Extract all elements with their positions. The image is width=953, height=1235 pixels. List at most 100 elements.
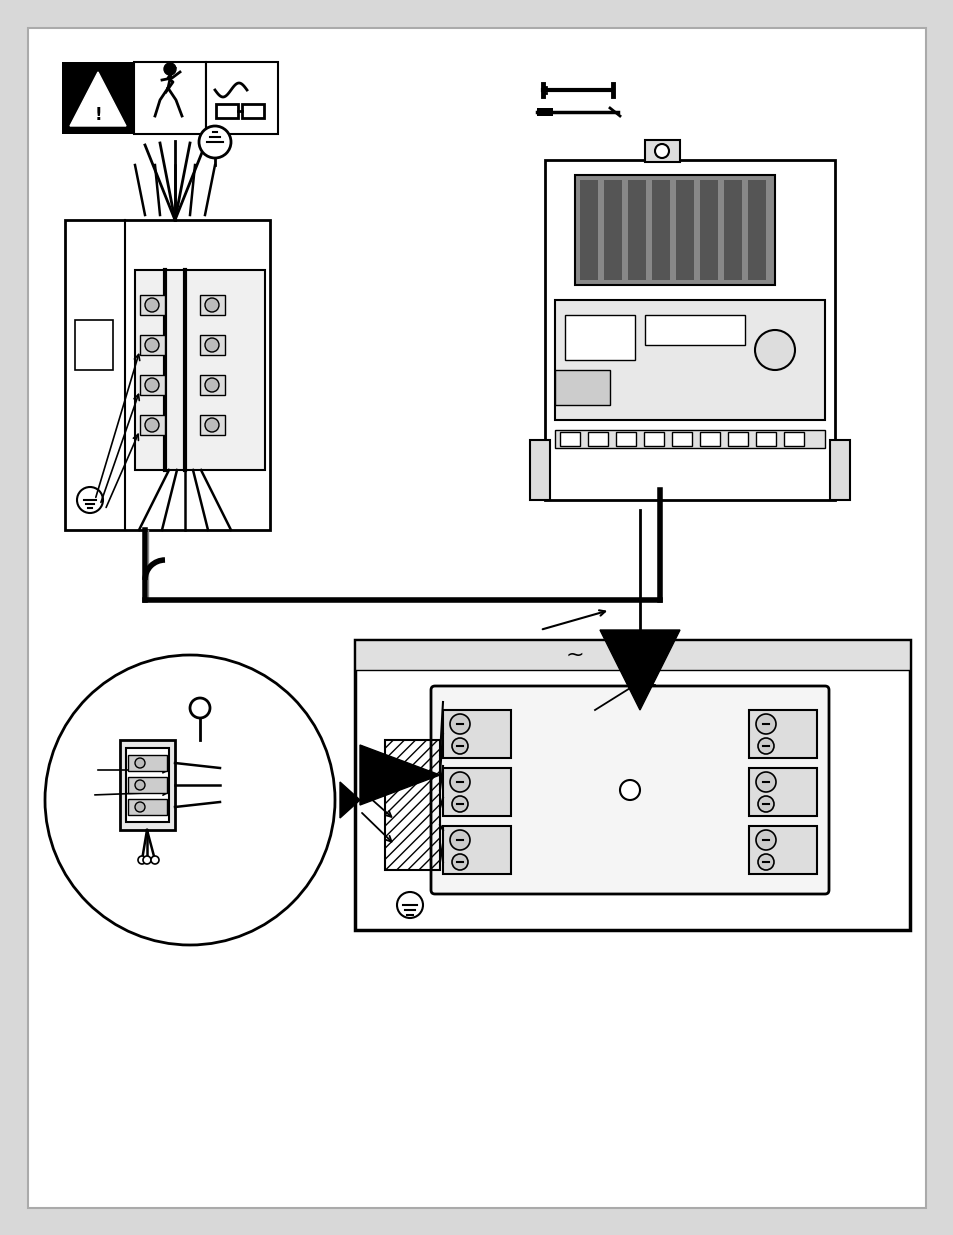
Polygon shape [339, 782, 359, 818]
Circle shape [450, 772, 470, 792]
Bar [627, 180, 645, 280]
Bar [128, 799, 167, 815]
Circle shape [135, 758, 145, 768]
Circle shape [655, 144, 668, 158]
Bar [200, 375, 225, 395]
Bar [442, 826, 511, 874]
Circle shape [135, 781, 145, 790]
Circle shape [396, 892, 422, 918]
Bar [206, 62, 277, 135]
Circle shape [145, 378, 159, 391]
Circle shape [143, 856, 151, 864]
Circle shape [145, 417, 159, 432]
Bar [564, 315, 635, 359]
Circle shape [758, 739, 773, 755]
Bar [829, 440, 849, 500]
Bar [616, 432, 636, 446]
Bar [200, 415, 225, 435]
Bar [676, 180, 693, 280]
Bar [200, 295, 225, 315]
Bar [723, 180, 741, 280]
Bar [603, 180, 621, 280]
Circle shape [190, 698, 210, 718]
Circle shape [164, 63, 175, 75]
Bar [748, 768, 816, 816]
Bar [442, 710, 511, 758]
Bar [215, 104, 237, 119]
Bar [126, 748, 169, 823]
Bar [643, 432, 663, 446]
Circle shape [755, 772, 775, 792]
Bar [355, 640, 909, 671]
Circle shape [205, 298, 219, 312]
Circle shape [135, 802, 145, 811]
Bar [748, 710, 816, 758]
Bar [579, 180, 598, 280]
Bar [442, 768, 511, 816]
Circle shape [151, 856, 159, 864]
Bar [747, 180, 765, 280]
Bar [242, 104, 264, 119]
Bar [62, 62, 133, 135]
Bar [671, 432, 691, 446]
Circle shape [755, 830, 775, 850]
FancyBboxPatch shape [431, 685, 828, 894]
Bar [544, 161, 834, 500]
Bar [727, 432, 747, 446]
Polygon shape [70, 72, 126, 126]
Text: ~: ~ [565, 645, 583, 664]
Circle shape [77, 487, 103, 513]
Bar [748, 826, 816, 874]
Circle shape [450, 714, 470, 734]
Bar [575, 175, 774, 285]
Circle shape [138, 856, 146, 864]
Bar [385, 740, 439, 869]
Circle shape [755, 714, 775, 734]
Bar [555, 370, 609, 405]
Bar [537, 107, 553, 116]
Bar [128, 777, 167, 793]
Bar [651, 180, 669, 280]
Polygon shape [359, 745, 439, 805]
Bar [120, 740, 174, 830]
Bar [140, 335, 165, 354]
Bar [75, 320, 112, 370]
Circle shape [205, 378, 219, 391]
Circle shape [452, 797, 468, 811]
Bar [355, 640, 909, 930]
Bar [783, 432, 803, 446]
Circle shape [754, 330, 794, 370]
Bar [65, 220, 270, 530]
Bar [140, 375, 165, 395]
Circle shape [758, 797, 773, 811]
Polygon shape [599, 630, 679, 710]
Circle shape [619, 781, 639, 800]
Bar [555, 430, 824, 448]
Bar [559, 432, 579, 446]
Bar [133, 62, 206, 135]
Bar [700, 432, 720, 446]
Bar [128, 755, 167, 771]
Circle shape [452, 739, 468, 755]
Circle shape [45, 655, 335, 945]
Bar [644, 140, 679, 162]
Circle shape [145, 338, 159, 352]
Circle shape [145, 298, 159, 312]
Circle shape [452, 853, 468, 869]
Bar [555, 300, 824, 420]
Circle shape [205, 338, 219, 352]
Bar [755, 432, 775, 446]
Bar [700, 180, 718, 280]
Bar [135, 270, 265, 471]
Circle shape [199, 126, 231, 158]
Bar [140, 295, 165, 315]
Bar [140, 415, 165, 435]
Bar [587, 432, 607, 446]
Circle shape [450, 830, 470, 850]
Text: !: ! [94, 106, 102, 124]
Bar [200, 335, 225, 354]
Bar [530, 440, 550, 500]
Circle shape [205, 417, 219, 432]
Circle shape [758, 853, 773, 869]
Bar [644, 315, 744, 345]
